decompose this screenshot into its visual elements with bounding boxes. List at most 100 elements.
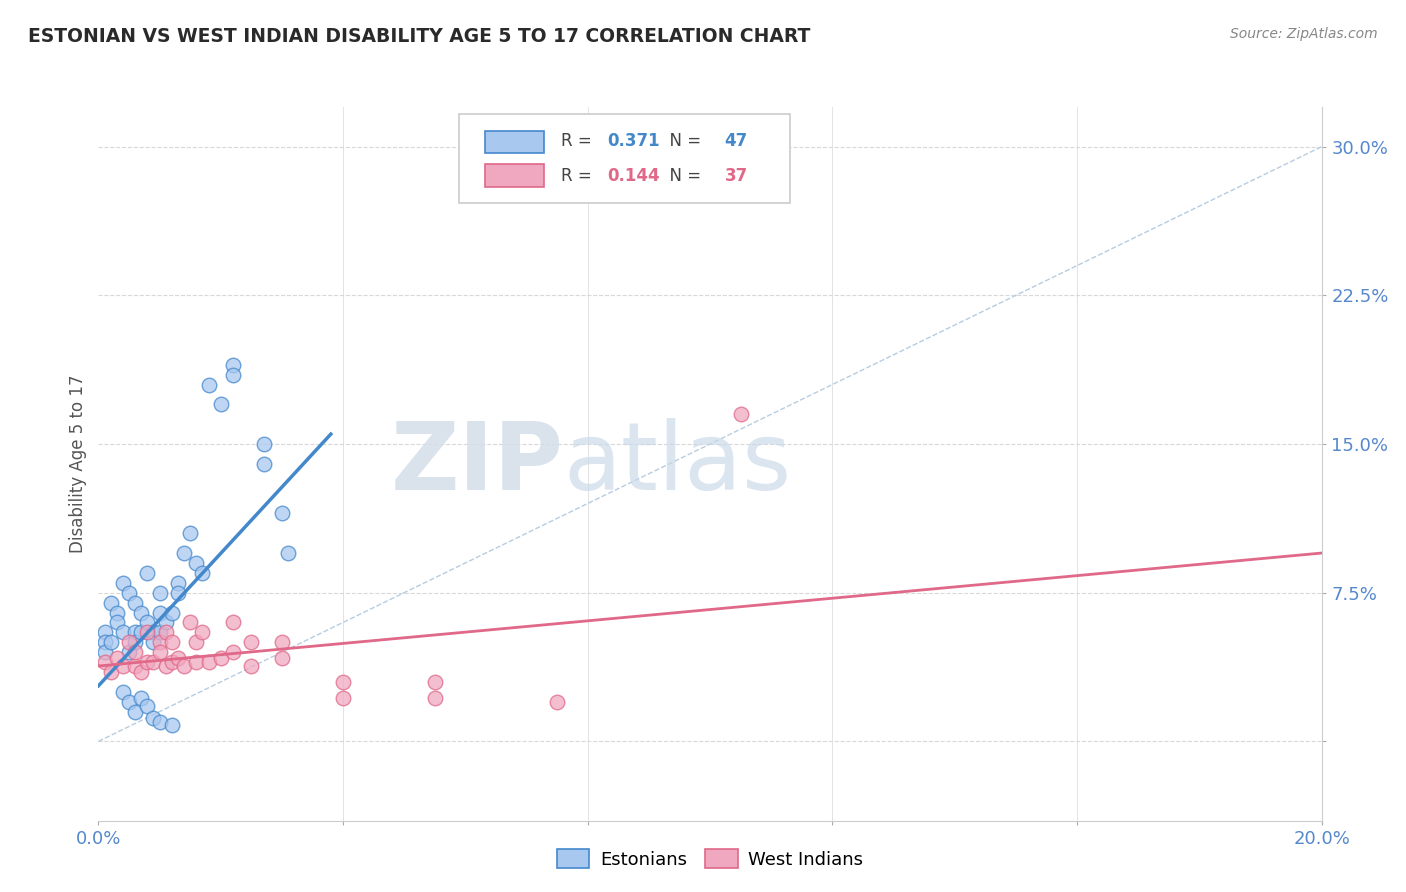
- Point: [191, 566, 214, 580]
- Point: [118, 695, 141, 709]
- FancyBboxPatch shape: [460, 114, 790, 203]
- Point: [222, 645, 245, 659]
- Point: [129, 690, 152, 705]
- Point: [332, 674, 354, 689]
- Point: [222, 368, 245, 382]
- Point: [173, 546, 195, 560]
- Point: [142, 625, 165, 640]
- Text: N =: N =: [658, 132, 706, 150]
- Point: [155, 625, 177, 640]
- Point: [129, 665, 152, 679]
- Point: [167, 651, 190, 665]
- Point: [209, 651, 232, 665]
- Point: [124, 659, 146, 673]
- Point: [142, 635, 165, 649]
- Point: [93, 655, 115, 669]
- Point: [149, 635, 172, 649]
- Point: [160, 655, 183, 669]
- Point: [124, 625, 146, 640]
- Point: [136, 625, 159, 640]
- Point: [423, 674, 446, 689]
- Point: [149, 645, 172, 659]
- Point: [105, 651, 128, 665]
- Point: [142, 710, 165, 724]
- Point: [186, 635, 208, 649]
- Text: ESTONIAN VS WEST INDIAN DISABILITY AGE 5 TO 17 CORRELATION CHART: ESTONIAN VS WEST INDIAN DISABILITY AGE 5…: [28, 27, 810, 45]
- FancyBboxPatch shape: [485, 164, 544, 187]
- Point: [118, 635, 141, 649]
- Point: [136, 655, 159, 669]
- Point: [111, 659, 134, 673]
- Point: [142, 655, 165, 669]
- Text: R =: R =: [561, 132, 596, 150]
- Point: [240, 635, 263, 649]
- Point: [124, 645, 146, 659]
- Point: [100, 665, 122, 679]
- Point: [155, 615, 177, 630]
- Point: [160, 606, 183, 620]
- Point: [149, 625, 172, 640]
- Point: [155, 659, 177, 673]
- Point: [270, 651, 292, 665]
- Point: [160, 635, 183, 649]
- Point: [124, 705, 146, 719]
- Point: [136, 566, 159, 580]
- Point: [136, 615, 159, 630]
- Point: [136, 698, 159, 713]
- Point: [209, 397, 232, 411]
- Point: [167, 585, 190, 599]
- Point: [149, 714, 172, 729]
- Point: [423, 690, 446, 705]
- Text: atlas: atlas: [564, 417, 792, 510]
- Point: [167, 575, 190, 590]
- Point: [186, 655, 208, 669]
- Text: 47: 47: [724, 132, 748, 150]
- Point: [191, 625, 214, 640]
- Point: [149, 585, 172, 599]
- Text: 0.144: 0.144: [607, 167, 659, 185]
- Point: [197, 655, 219, 669]
- Text: ZIP: ZIP: [391, 417, 564, 510]
- Point: [270, 635, 292, 649]
- Point: [100, 596, 122, 610]
- Point: [222, 615, 245, 630]
- Point: [100, 635, 122, 649]
- Point: [332, 690, 354, 705]
- Point: [105, 615, 128, 630]
- Y-axis label: Disability Age 5 to 17: Disability Age 5 to 17: [69, 375, 87, 553]
- Point: [277, 546, 299, 560]
- Point: [93, 635, 115, 649]
- Point: [186, 556, 208, 570]
- FancyBboxPatch shape: [485, 130, 544, 153]
- Point: [730, 407, 752, 421]
- Point: [118, 585, 141, 599]
- Point: [270, 507, 292, 521]
- Point: [105, 606, 128, 620]
- Text: 37: 37: [724, 167, 748, 185]
- Point: [160, 718, 183, 732]
- Point: [111, 685, 134, 699]
- Point: [111, 625, 134, 640]
- Point: [118, 645, 141, 659]
- Point: [240, 659, 263, 673]
- Text: Source: ZipAtlas.com: Source: ZipAtlas.com: [1230, 27, 1378, 41]
- Point: [546, 695, 568, 709]
- Point: [252, 437, 274, 451]
- Point: [111, 575, 134, 590]
- Point: [124, 596, 146, 610]
- Point: [124, 635, 146, 649]
- Text: R =: R =: [561, 167, 596, 185]
- Point: [129, 606, 152, 620]
- Point: [149, 606, 172, 620]
- Point: [173, 659, 195, 673]
- Text: 0.371: 0.371: [607, 132, 659, 150]
- Point: [93, 645, 115, 659]
- Point: [179, 615, 201, 630]
- Point: [93, 625, 115, 640]
- Point: [222, 358, 245, 372]
- Point: [197, 377, 219, 392]
- Point: [179, 526, 201, 541]
- Point: [129, 625, 152, 640]
- Text: N =: N =: [658, 167, 706, 185]
- Legend: Estonians, West Indians: Estonians, West Indians: [550, 842, 870, 876]
